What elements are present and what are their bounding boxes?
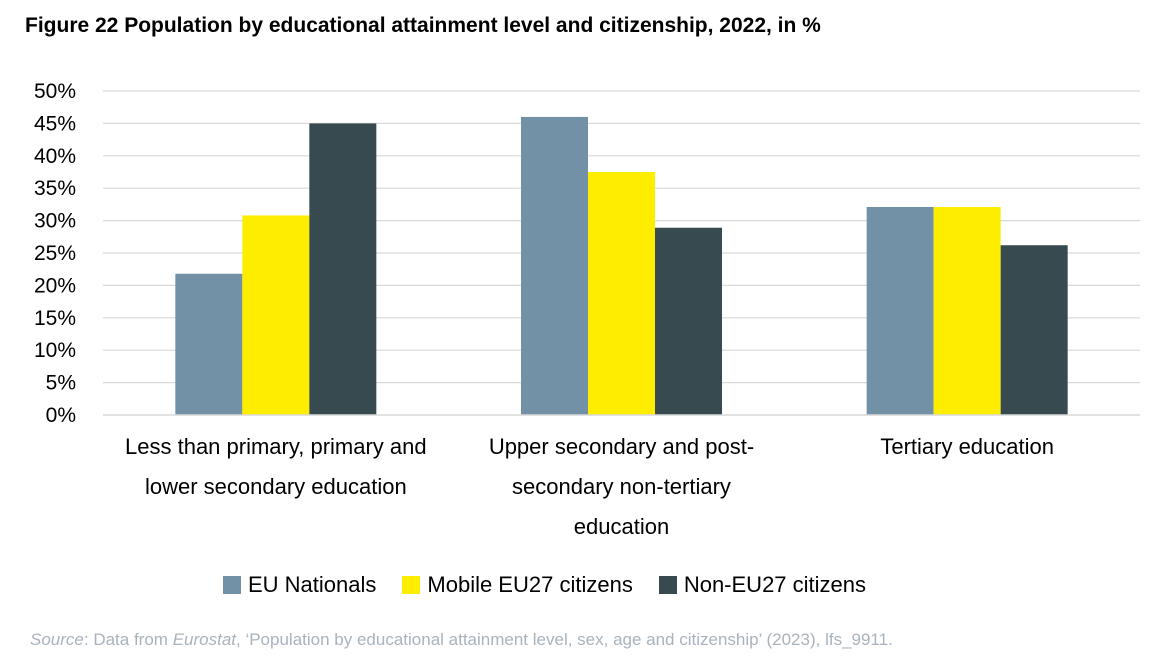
y-tick-label: 35% bbox=[34, 177, 76, 200]
legend-item-eu-nationals: EU Nationals bbox=[223, 572, 376, 598]
bar-eu-nationals bbox=[175, 273, 243, 415]
y-tick-label: 30% bbox=[34, 210, 76, 233]
x-category-label-line: education bbox=[573, 514, 670, 539]
legend-label-mobile-eu27: Mobile EU27 citizens bbox=[427, 572, 633, 597]
bar-non-eu27 bbox=[1000, 245, 1068, 415]
x-category-label-line: secondary non-tertiary bbox=[512, 474, 731, 499]
x-category-label-line: lower secondary education bbox=[144, 474, 407, 499]
y-tick-label: 45% bbox=[34, 112, 76, 135]
bar-mobile-eu27 bbox=[588, 172, 655, 415]
x-category-label: Tertiary education bbox=[787, 427, 1147, 467]
legend-swatch-non-eu27 bbox=[658, 576, 677, 594]
x-category-label-line: Upper secondary and post- bbox=[488, 434, 755, 459]
legend-swatch-mobile-eu27 bbox=[402, 576, 421, 594]
x-category-label: Upper secondary and post-secondary non-t… bbox=[442, 427, 802, 547]
source-text-2: , ‘Population by educational attainment … bbox=[236, 630, 893, 649]
source-publisher: Eurostat bbox=[172, 630, 236, 649]
chart-title: Figure 22 Population by educational atta… bbox=[25, 14, 821, 37]
bar-eu-nationals bbox=[521, 116, 588, 416]
y-tick-label: 15% bbox=[34, 307, 76, 330]
y-tick-label: 5% bbox=[46, 372, 76, 395]
y-tick-label: 50% bbox=[34, 80, 76, 103]
bar-mobile-eu27 bbox=[933, 206, 1001, 415]
y-tick-label: 25% bbox=[34, 242, 76, 265]
legend-item-mobile-eu27: Mobile EU27 citizens bbox=[402, 572, 633, 598]
legend-label-non-eu27: Non-EU27 citizens bbox=[683, 572, 867, 597]
x-category-label-line: Less than primary, primary and bbox=[125, 434, 427, 459]
y-axis-ticks: 0% 5% 10% 15% 20% 25% 30% 35% 40% 45% 50% bbox=[34, 80, 76, 427]
legend: EU Nationals Mobile EU27 citizens Non-EU… bbox=[223, 572, 892, 598]
x-category-label: Less than primary, primary and lower seco… bbox=[96, 427, 456, 507]
y-tick-label: 0% bbox=[46, 404, 76, 427]
legend-item-non-eu27: Non-EU27 citizens bbox=[658, 572, 867, 598]
y-tick-label: 40% bbox=[34, 145, 76, 168]
legend-label-eu-nationals: EU Nationals bbox=[248, 572, 377, 597]
source-note: Source: Data from Eurostat, ‘Population … bbox=[30, 630, 893, 650]
source-label: Source bbox=[30, 630, 84, 649]
y-tick-label: 10% bbox=[34, 339, 76, 362]
bar-eu-nationals bbox=[866, 206, 934, 415]
bar-mobile-eu27 bbox=[242, 215, 310, 415]
bars bbox=[175, 116, 1068, 416]
x-category-label-line: Tertiary education bbox=[880, 434, 1054, 459]
legend-swatch-eu-nationals bbox=[223, 576, 241, 594]
source-text-1: : Data from bbox=[83, 630, 173, 649]
y-tick-label: 20% bbox=[34, 274, 76, 297]
bar-non-eu27 bbox=[309, 123, 377, 416]
bar-non-eu27 bbox=[655, 227, 722, 415]
